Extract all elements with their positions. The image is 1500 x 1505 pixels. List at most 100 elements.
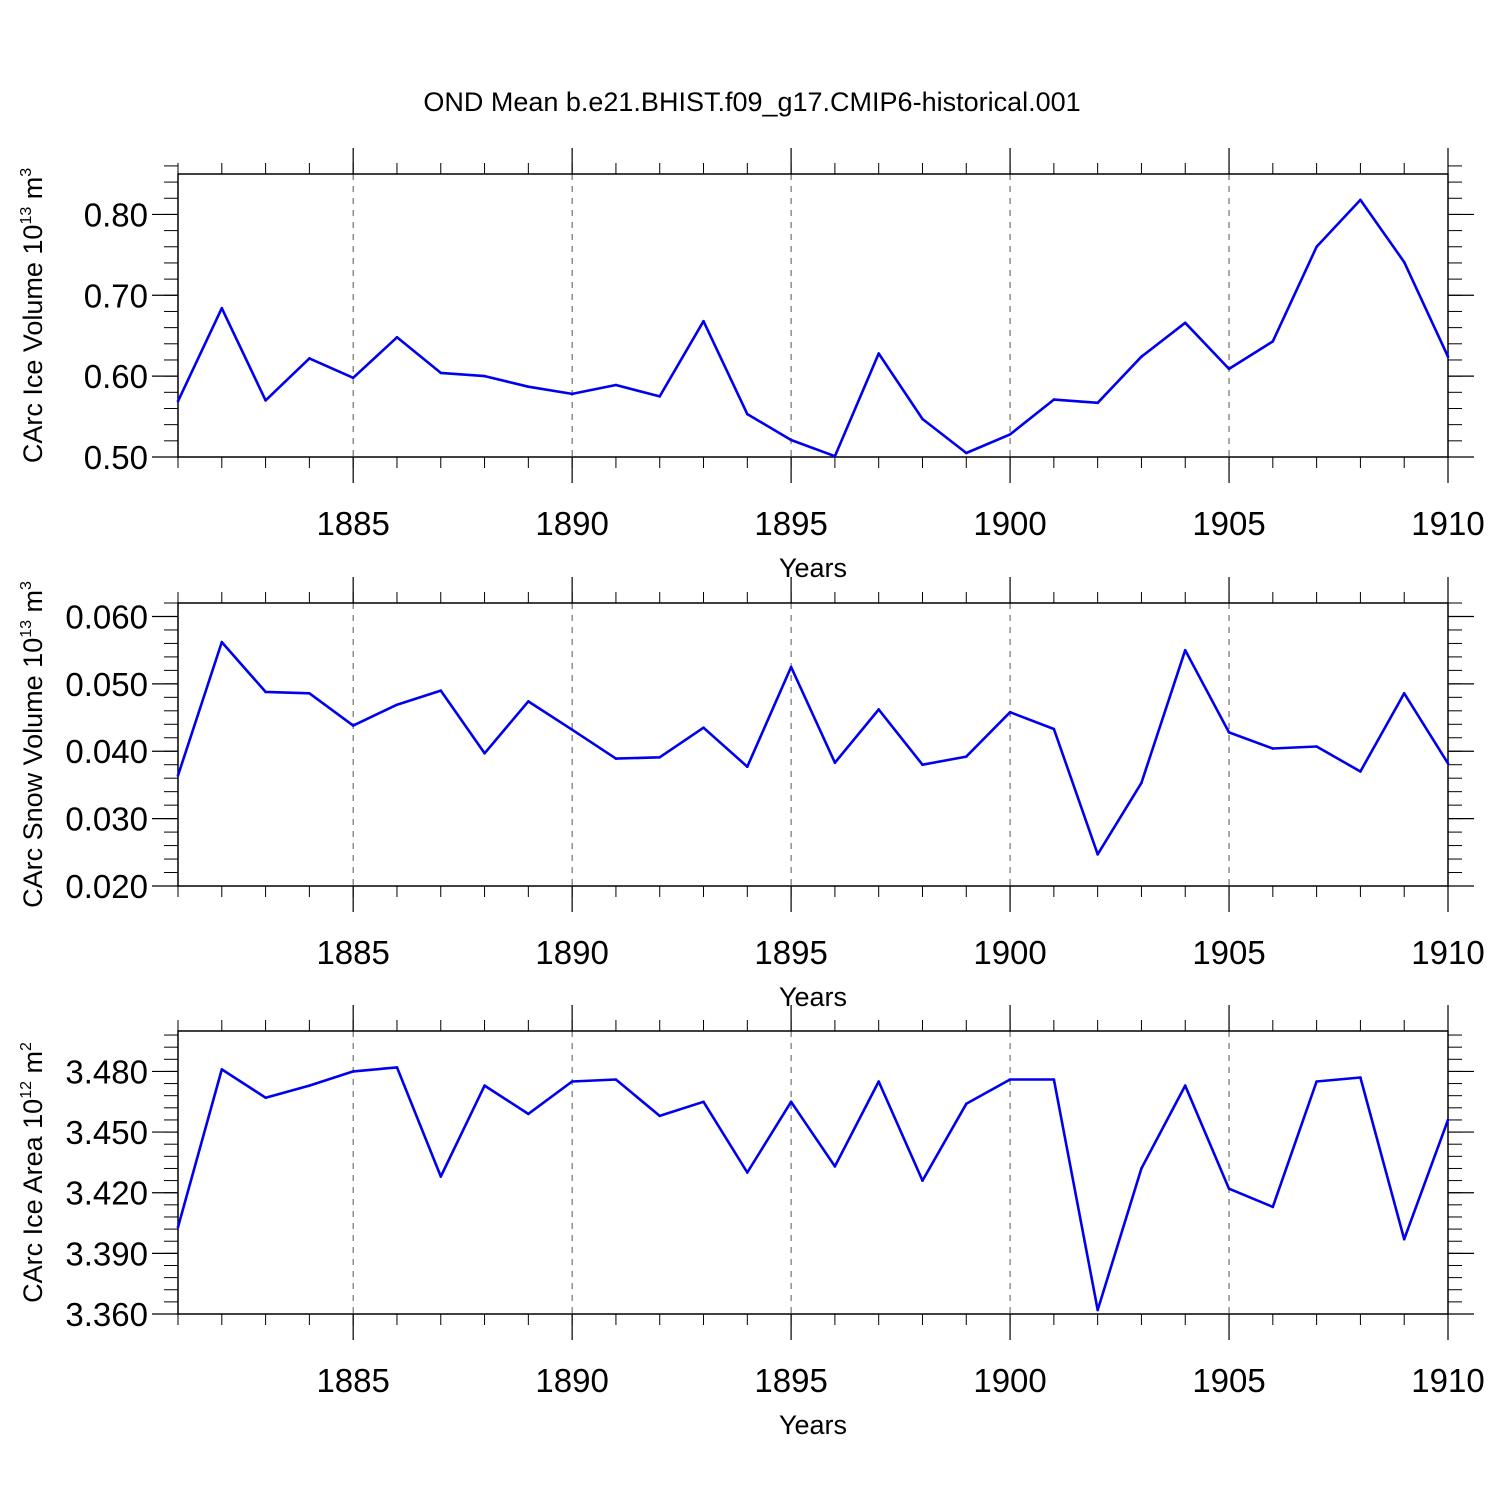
data-point bbox=[176, 1225, 180, 1229]
data-point bbox=[1359, 770, 1362, 773]
data-point bbox=[877, 708, 880, 711]
data-point bbox=[1183, 1084, 1187, 1087]
data-point bbox=[1008, 1078, 1012, 1081]
data-point bbox=[176, 774, 180, 777]
x-tick-label: 1910 bbox=[1411, 505, 1484, 542]
data-point bbox=[964, 755, 968, 758]
data-point bbox=[746, 1171, 749, 1174]
data-point bbox=[308, 691, 311, 695]
data-point bbox=[833, 761, 837, 764]
x-tick-label: 1900 bbox=[973, 934, 1046, 971]
data-point bbox=[483, 1084, 486, 1087]
data-point bbox=[395, 1066, 399, 1069]
data-point bbox=[220, 640, 224, 644]
data-point bbox=[1140, 355, 1143, 359]
data-point bbox=[658, 1114, 662, 1118]
data-point bbox=[1271, 1205, 1275, 1209]
chart-title: OND Mean b.e21.BHIST.f09_g17.CMIP6-histo… bbox=[423, 87, 1080, 117]
data-point bbox=[833, 454, 837, 458]
y-axis-label-part: 3 bbox=[18, 168, 35, 177]
data-point bbox=[1052, 1078, 1056, 1081]
data-point bbox=[1052, 727, 1056, 731]
x-tick-label: 1905 bbox=[1192, 934, 1265, 971]
data-point bbox=[1402, 260, 1406, 264]
x-tick-label: 1900 bbox=[973, 505, 1046, 542]
x-tick-label: 1895 bbox=[754, 934, 827, 971]
data-point bbox=[264, 690, 267, 694]
y-axis-label-part: CArc Snow Volume 10 bbox=[18, 638, 48, 908]
y-tick-label: 3.420 bbox=[65, 1175, 148, 1212]
y-axis-label-part: CArc Ice Area 10 bbox=[18, 1099, 48, 1303]
data-point bbox=[702, 726, 705, 729]
y-axis-label-part: m bbox=[18, 590, 48, 620]
data-point bbox=[439, 371, 443, 375]
data-point bbox=[264, 399, 267, 402]
data-point bbox=[789, 1100, 793, 1104]
data-point bbox=[1315, 245, 1318, 249]
data-point bbox=[789, 438, 793, 442]
x-tick-label: 1885 bbox=[316, 934, 389, 971]
x-axis-label: Years bbox=[779, 1410, 847, 1440]
data-point bbox=[1227, 367, 1231, 371]
data-point bbox=[658, 395, 662, 398]
y-tick-label: 0.70 bbox=[84, 277, 148, 314]
data-point bbox=[921, 1179, 924, 1182]
data-point bbox=[877, 1080, 880, 1083]
data-point bbox=[570, 392, 574, 396]
y-tick-label: 0.040 bbox=[65, 733, 148, 770]
y-tick-label: 0.50 bbox=[84, 439, 148, 476]
y-axis-label-part: 3 bbox=[18, 581, 35, 590]
x-tick-label: 1890 bbox=[535, 934, 608, 971]
data-point bbox=[1446, 355, 1450, 359]
series-line bbox=[176, 640, 1450, 856]
data-point bbox=[1096, 853, 1099, 856]
x-tick-label: 1885 bbox=[316, 1362, 389, 1399]
data-point bbox=[220, 306, 224, 310]
series-line bbox=[176, 1066, 1450, 1312]
panel-2: 0.020 0.030 0.040 0.050 0.060 1885 1890 1895 190… bbox=[18, 577, 1485, 1012]
data-point bbox=[220, 1068, 224, 1071]
data-point bbox=[1008, 433, 1012, 436]
data-point bbox=[1140, 1167, 1143, 1170]
x-axis-label: Years bbox=[779, 982, 847, 1012]
series-line bbox=[176, 198, 1450, 458]
y-tick-label: 0.050 bbox=[65, 666, 148, 703]
data-point bbox=[746, 765, 749, 769]
data-point bbox=[1140, 781, 1143, 785]
data-point bbox=[702, 319, 705, 323]
x-axis-label: Years bbox=[779, 553, 847, 583]
x-tick-label: 1905 bbox=[1192, 1362, 1265, 1399]
data-point bbox=[1271, 747, 1275, 750]
data-point bbox=[570, 728, 574, 731]
x-tick-label: 1895 bbox=[754, 1362, 827, 1399]
data-point bbox=[833, 1165, 837, 1168]
data-point bbox=[746, 412, 749, 416]
y-axis-label-part: m bbox=[18, 1051, 48, 1081]
y-tick-label: 0.030 bbox=[65, 801, 148, 838]
data-point bbox=[1096, 401, 1099, 405]
y-tick-label: 0.80 bbox=[84, 196, 148, 233]
y-axis-label-part: CArc Ice Volume 10 bbox=[18, 225, 48, 464]
data-point bbox=[1227, 1187, 1231, 1190]
data-point bbox=[1096, 1308, 1099, 1312]
data-point bbox=[527, 1112, 530, 1116]
y-tick-label: 0.60 bbox=[84, 358, 148, 395]
data-point bbox=[439, 689, 443, 692]
data-point bbox=[395, 336, 399, 339]
plot-frame bbox=[177, 1030, 1449, 1315]
plot-frame bbox=[177, 173, 1449, 458]
y-axis-label: CArc Ice Volume 1013 m3 bbox=[18, 168, 48, 463]
data-point bbox=[527, 700, 530, 703]
data-point bbox=[921, 417, 924, 421]
data-point bbox=[570, 1080, 574, 1083]
data-point bbox=[964, 1102, 968, 1106]
x-tick-label: 1910 bbox=[1411, 934, 1484, 971]
y-axis-label: CArc Ice Area 1012 m2 bbox=[18, 1042, 48, 1303]
x-tick-label: 1885 bbox=[316, 505, 389, 542]
data-point bbox=[1183, 321, 1187, 325]
data-point bbox=[351, 724, 355, 727]
data-point bbox=[658, 756, 662, 759]
data-point bbox=[1446, 762, 1450, 765]
